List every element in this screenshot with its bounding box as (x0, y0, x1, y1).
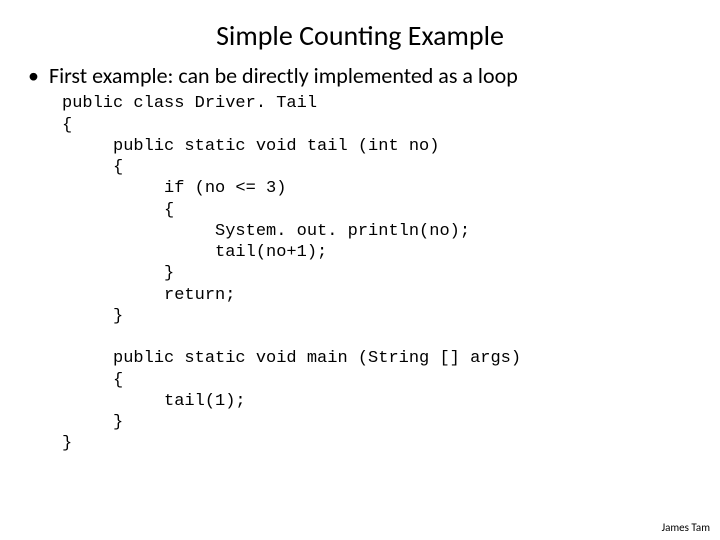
footer-author: James Tam (662, 521, 710, 534)
slide: Simple Counting Example • First example:… (0, 0, 720, 540)
bullet-text: First example: can be directly implement… (49, 63, 518, 89)
code-block: public class Driver. Tail { public stati… (28, 93, 700, 454)
bullet-marker: • (28, 63, 39, 89)
slide-body: • First example: can be directly impleme… (0, 63, 720, 455)
bullet-item: • First example: can be directly impleme… (28, 63, 700, 89)
slide-title: Simple Counting Example (0, 0, 720, 63)
